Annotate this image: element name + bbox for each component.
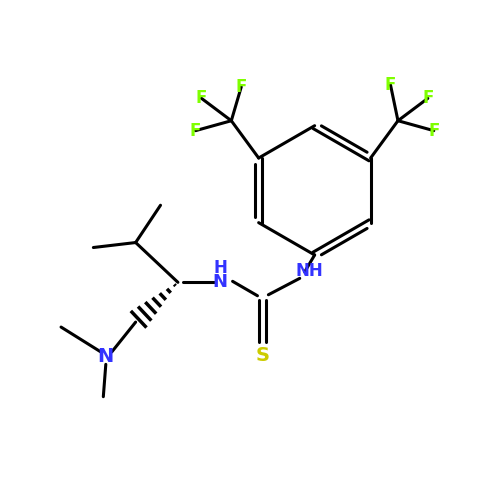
- Text: F: F: [190, 122, 201, 140]
- Text: N: N: [212, 274, 228, 291]
- Text: H: H: [213, 260, 227, 278]
- Text: F: F: [422, 90, 434, 108]
- Text: S: S: [256, 346, 270, 366]
- Text: F: F: [385, 76, 396, 94]
- Text: N: N: [98, 348, 114, 366]
- Text: F: F: [428, 122, 440, 140]
- Text: F: F: [196, 90, 207, 108]
- Text: F: F: [236, 78, 247, 96]
- Text: NH: NH: [296, 262, 324, 280]
